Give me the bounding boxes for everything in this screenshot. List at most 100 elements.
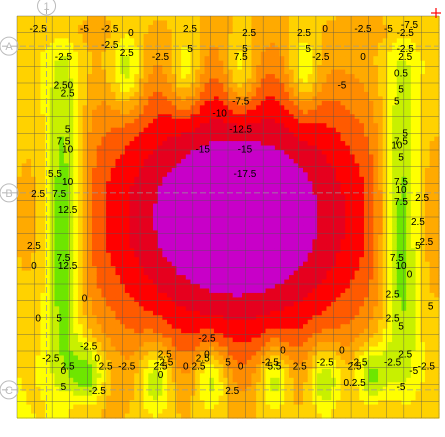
contour-cell (134, 284, 140, 290)
contour-cell (157, 413, 163, 419)
contour-cell (101, 132, 107, 138)
contour-cell (270, 221, 276, 227)
contour-cell (251, 364, 257, 370)
contour-cell (190, 29, 196, 35)
contour-cell (190, 114, 196, 120)
contour-cell (209, 203, 215, 209)
contour-cell (167, 413, 173, 419)
contour-cell (110, 400, 117, 406)
contour-cell (115, 65, 121, 71)
contour-cell (162, 359, 168, 365)
contour-cell (138, 395, 145, 401)
contour-cell (270, 230, 276, 236)
contour-cell (54, 91, 60, 97)
contour-cell (87, 288, 93, 294)
contour-cell (134, 409, 140, 415)
contour-cell (129, 239, 135, 245)
contour-cell (223, 83, 229, 89)
contour-cell (96, 56, 102, 62)
contour-cell (92, 100, 98, 106)
contour-cell (73, 342, 79, 348)
contour-cell (246, 51, 253, 57)
contour-cell (209, 413, 215, 419)
contour-cell (101, 409, 107, 415)
contour-cell (199, 351, 206, 357)
contour-cell (59, 87, 65, 93)
contour-cell (152, 74, 159, 80)
contour-cell (45, 212, 51, 218)
contour-cell (110, 284, 117, 290)
contour-cell (265, 368, 271, 374)
contour-cell (185, 20, 192, 26)
contour-cell (124, 279, 131, 285)
contour-cell (68, 167, 74, 173)
contour-cell (82, 297, 88, 303)
contour-cell (148, 20, 154, 26)
contour-cell (31, 42, 37, 48)
contour-cell (21, 359, 27, 365)
contour-cell (256, 158, 262, 164)
contour-cell (63, 364, 70, 370)
contour-cell (106, 16, 112, 22)
contour-cell (162, 257, 168, 263)
contour-cell (223, 413, 229, 419)
contour-cell (45, 248, 51, 254)
contour-cell (148, 342, 154, 348)
contour-cell (148, 105, 154, 111)
contour-cell (218, 301, 224, 307)
contour-cell (242, 359, 248, 365)
contour-cell (26, 212, 32, 218)
contour-cell (129, 310, 135, 316)
contour-cell (148, 373, 154, 379)
contour-cell (246, 284, 253, 290)
contour-cell (120, 404, 126, 410)
contour-cell (199, 56, 206, 62)
contour-cell (190, 391, 196, 397)
contour-cell (17, 400, 23, 406)
contour-cell (228, 60, 234, 66)
contour-cell (171, 359, 178, 365)
contour-cell (237, 409, 243, 415)
contour-cell (190, 337, 196, 343)
contour-cell (138, 78, 145, 84)
contour-cell (96, 225, 102, 231)
contour-cell (260, 404, 267, 410)
contour-cell (167, 297, 173, 303)
contour-cell (223, 118, 229, 124)
contour-cell (190, 141, 196, 147)
contour-cell (256, 114, 262, 120)
contour-cell (124, 181, 131, 187)
contour-cell (115, 194, 121, 200)
contour-cell (218, 328, 224, 334)
contour-cell (138, 404, 145, 410)
contour-cell (26, 270, 32, 276)
contour-cell (232, 395, 238, 401)
contour-cell (260, 319, 267, 325)
contour-cell (26, 132, 32, 138)
contour-cell (45, 337, 51, 343)
contour-cell (256, 212, 262, 218)
contour-cell (199, 252, 206, 258)
contour-cell (223, 221, 229, 227)
contour-cell (190, 100, 196, 106)
contour-cell (148, 212, 154, 218)
contour-cell (26, 145, 32, 151)
contour-cell (274, 141, 281, 147)
contour-cell (129, 342, 135, 348)
contour-cell (148, 47, 154, 53)
contour-cell (45, 91, 51, 97)
contour-cell (171, 212, 178, 218)
contour-cell (162, 208, 168, 214)
contour-cell (115, 114, 121, 120)
contour-cell (251, 355, 257, 361)
contour-cell (209, 252, 215, 258)
contour-cell (228, 217, 234, 223)
contour-cell (148, 297, 154, 303)
contour-cell (270, 199, 276, 205)
contour-cell (26, 301, 32, 307)
contour-cell (242, 297, 248, 303)
contour-cell (181, 288, 187, 294)
contour-cell (152, 386, 159, 392)
contour-cell (209, 154, 215, 160)
contour-cell (26, 105, 32, 111)
